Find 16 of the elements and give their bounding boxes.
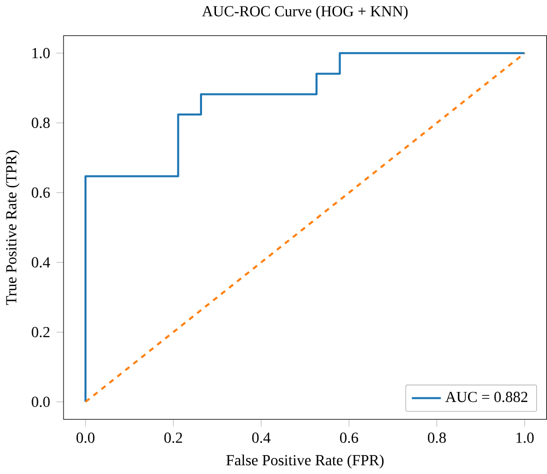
x-axis-title: False Positive Rate (FPR) xyxy=(226,454,384,468)
x-tick-label: 0.6 xyxy=(340,432,358,443)
y-tick-label: 0.4 xyxy=(32,257,50,268)
y-tick-label: 0.6 xyxy=(32,187,50,198)
x-tick-label: 0.8 xyxy=(428,432,446,443)
y-tick-label: 0.0 xyxy=(32,396,50,408)
y-tick-label: 0.2 xyxy=(32,326,50,338)
chart-title: AUC-ROC Curve (HOG + KNN) xyxy=(202,6,408,20)
x-tick-label: 0.2 xyxy=(164,432,182,443)
x-tick-label: 0.0 xyxy=(76,432,94,443)
x-tick-label: 1.0 xyxy=(516,432,534,443)
y-axis-title: True Positive Rate (TPR) xyxy=(6,150,20,305)
legend-label: AUC = 0.882 xyxy=(445,392,528,402)
y-tick-label: 1.0 xyxy=(32,48,50,58)
x-tick-label: 0.4 xyxy=(252,432,270,443)
y-tick-label: 0.8 xyxy=(32,118,50,128)
